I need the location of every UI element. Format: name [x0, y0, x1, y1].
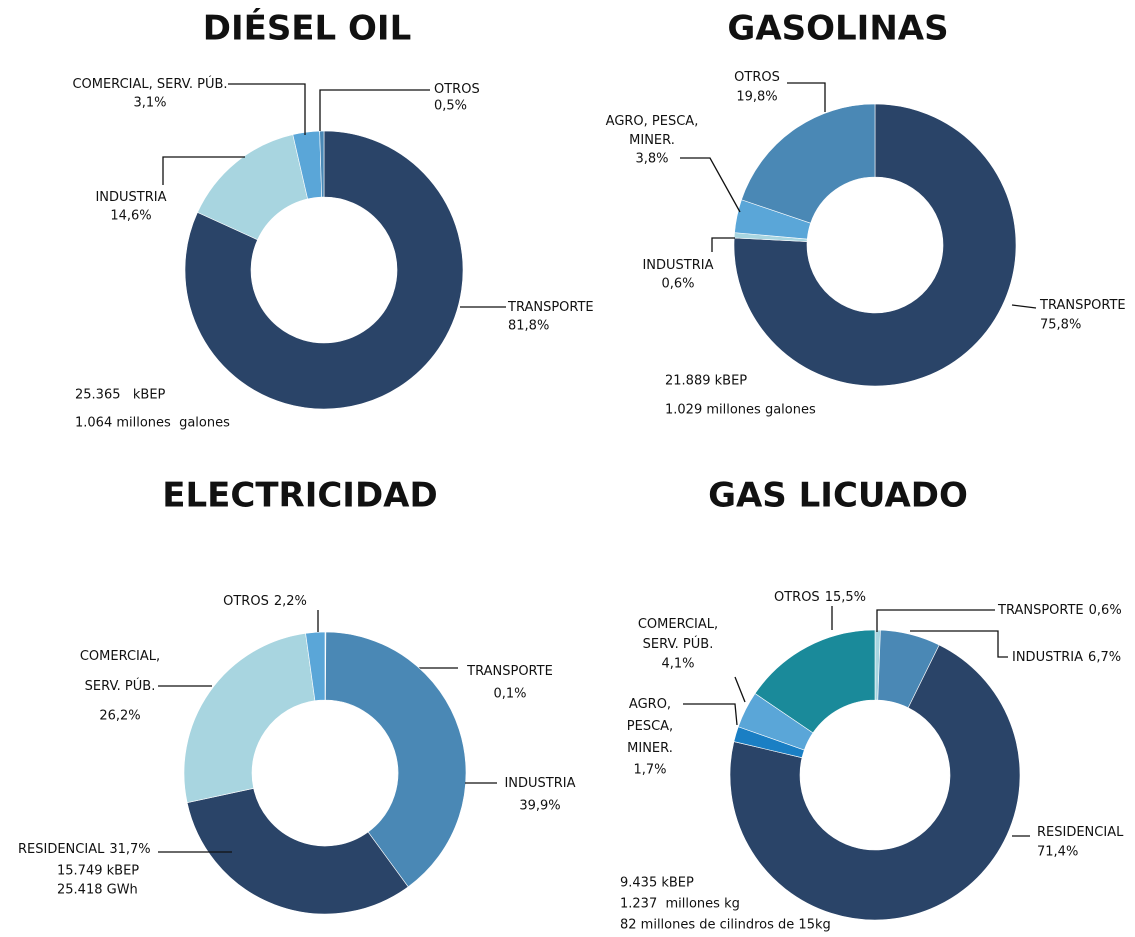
leader-line	[734, 676, 746, 703]
leader-line	[162, 156, 245, 185]
value-label: 3,1%	[133, 96, 166, 111]
category-label: INDUSTRIA	[1012, 650, 1083, 665]
category-label: INDUSTRIA	[95, 190, 166, 205]
donut-slice	[741, 103, 876, 224]
donut-slice	[729, 644, 1021, 921]
donut-chart: GASOLINAS TRANSPORTE 75,8% INDUSTRIA 0,6% AGR…	[606, 9, 1126, 418]
category-label: TRANSPORTE	[507, 300, 594, 315]
category-label: AGRO, PESCA, MINER.	[627, 697, 673, 756]
annotation: 9.435 kBEP	[620, 876, 694, 891]
donut-slice	[319, 130, 325, 198]
value-label: 0,6%	[661, 277, 694, 292]
category-label: OTROS	[774, 590, 820, 605]
value-label: 4,1%	[661, 657, 694, 672]
slice-label: OTROS 15,5%	[774, 590, 866, 605]
value-label: 19,8%	[736, 90, 777, 105]
slice-label: RESIDENCIAL 31,7%	[18, 842, 151, 857]
leader-line	[683, 703, 738, 726]
category-label: OTROS	[223, 594, 269, 609]
slice-label: OTROS 2,2%	[223, 594, 307, 609]
leader-line	[228, 83, 306, 135]
chart-title: ELECTRICIDAD	[162, 476, 437, 516]
annotation: 25.418 GWh	[57, 883, 138, 898]
value-label: 26,2%	[99, 709, 140, 724]
annotation: 1.029 millones galones	[665, 403, 816, 418]
category-label: AGRO, PESCA, MINER.	[606, 114, 699, 148]
leader-line	[319, 89, 430, 131]
value-label: 1,7%	[633, 763, 666, 778]
leader-line	[680, 157, 741, 213]
leader-line	[711, 237, 735, 252]
chart-title: GAS LICUADO	[708, 476, 968, 516]
value-label: 2,2%	[274, 594, 307, 609]
leader-line	[876, 609, 995, 632]
leader-line	[910, 630, 1008, 658]
slice-label: INDUSTRIA 6,7%	[1012, 650, 1121, 665]
value-label: 31,7%	[109, 842, 150, 857]
category-label: INDUSTRIA	[642, 258, 713, 273]
value-label: 0,1%	[493, 687, 526, 702]
donut-slice	[733, 103, 1017, 387]
annotation: 21.889 kBEP	[665, 374, 747, 389]
chart-title: GASOLINAS	[727, 9, 948, 49]
annotation: 25.365 kBEP	[75, 388, 166, 403]
donut-chart: ELECTRICIDAD TRANSPORTE 0,1% INDUSTRIA 39,9%…	[18, 476, 576, 915]
value-label: 0,5%	[434, 99, 467, 114]
annotation: 82 millones de cilindros de 15kg	[620, 918, 831, 933]
donut-slice	[305, 631, 326, 702]
category-label: COMERCIAL, SERV. PÚB.	[80, 649, 160, 694]
category-label: RESIDENCIAL	[1037, 825, 1124, 840]
value-label: 15,5%	[825, 590, 866, 605]
category-label: TRANSPORTE	[997, 603, 1084, 618]
category-label: TRANSPORTE	[466, 664, 553, 679]
value-label: 71,4%	[1037, 845, 1078, 860]
value-label: 39,9%	[519, 799, 560, 814]
donut-slice	[183, 633, 316, 804]
donut-chart: GAS LICUADO TRANSPORTE 0,6% INDUSTRIA 6,7% RE…	[620, 476, 1124, 933]
annotation: 15.749 kBEP	[57, 864, 139, 879]
annotation: 1.064 millones galones	[75, 416, 230, 431]
category-label: INDUSTRIA	[504, 776, 575, 791]
chart-title: DIÉSEL OIL	[203, 8, 412, 49]
donut-slice	[325, 631, 467, 888]
value-label: 0,6%	[1089, 603, 1122, 618]
value-label: 6,7%	[1088, 650, 1121, 665]
value-label: 14,6%	[110, 209, 151, 224]
category-label: OTROS	[434, 82, 480, 97]
slice-label: TRANSPORTE 0,6%	[997, 603, 1122, 618]
leader-line	[787, 82, 826, 112]
value-label: 81,8%	[508, 319, 549, 334]
donut-slice	[184, 130, 464, 410]
category-label: RESIDENCIAL	[18, 842, 105, 857]
value-label: 75,8%	[1040, 318, 1081, 333]
donut-slice	[754, 629, 876, 734]
category-label: COMERCIAL, SERV. PÚB.	[638, 617, 718, 652]
donut-chart: DIÉSEL OIL TRANSPORTE 81,8% INDUSTRIA 14,6% C…	[72, 8, 593, 431]
value-label: 3,8%	[635, 152, 668, 167]
category-label: COMERCIAL, SERV. PÚB.	[72, 76, 227, 92]
category-label: OTROS	[734, 70, 780, 85]
donut-slice	[186, 787, 409, 915]
category-label: TRANSPORTE	[1039, 298, 1126, 313]
annotation: 1.237 millones kg	[620, 897, 740, 912]
leader-line	[1011, 304, 1037, 309]
